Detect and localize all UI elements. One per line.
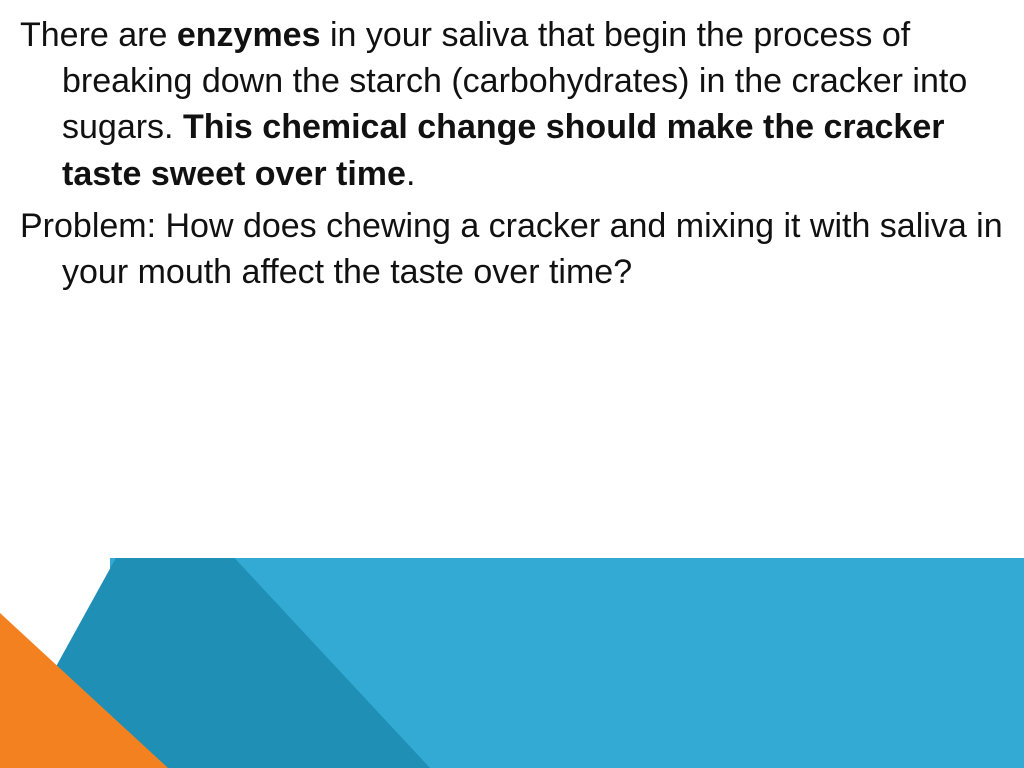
footer-graphic bbox=[0, 558, 1024, 768]
p1-seg2-bold: enzymes bbox=[177, 16, 321, 54]
p1-seg5: . bbox=[406, 155, 415, 193]
p1-seg4-bold: This chemical change should make the cra… bbox=[62, 108, 944, 192]
paragraph-2: Problem: How does chewing a cracker and … bbox=[10, 203, 1004, 295]
paragraph-1: There are enzymes in your saliva that be… bbox=[10, 12, 1004, 197]
slide-content: There are enzymes in your saliva that be… bbox=[10, 12, 1004, 301]
p1-seg1: There are bbox=[20, 16, 177, 54]
